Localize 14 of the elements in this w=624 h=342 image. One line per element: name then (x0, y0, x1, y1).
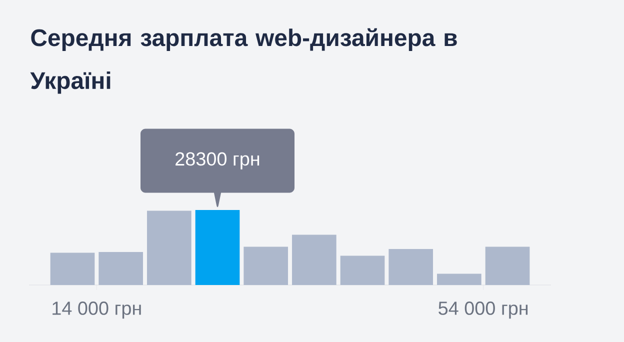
bar (147, 210, 192, 285)
bar (98, 252, 144, 285)
x-tick-label: 54 000 грн (438, 302, 528, 319)
bar (388, 249, 434, 285)
text: 28300 грн (176, 152, 260, 170)
bar (437, 274, 482, 285)
bar (50, 252, 95, 285)
x-tick-label: 14 000 грн (52, 302, 141, 319)
chart-title: Середня зарплата web-дизайнера в Україні (30, 28, 457, 94)
bar (485, 246, 530, 285)
bar (195, 210, 240, 285)
bar (292, 234, 336, 285)
bar (340, 256, 385, 285)
bar (244, 246, 288, 285)
